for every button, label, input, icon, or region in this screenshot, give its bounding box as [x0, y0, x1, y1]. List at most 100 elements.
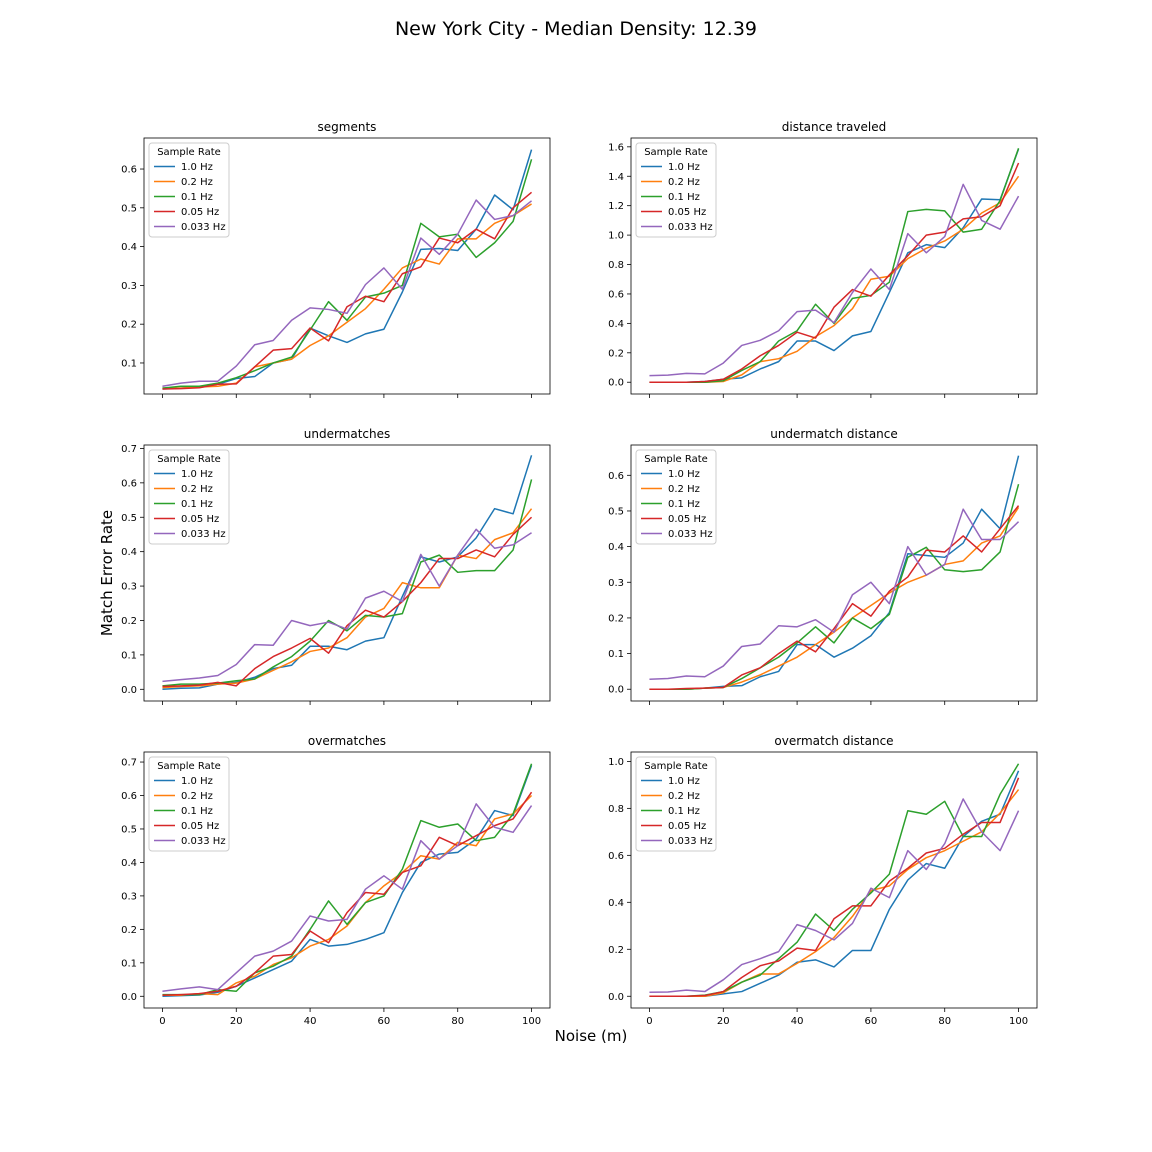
y-tick-label: 1.4 — [608, 172, 624, 183]
series-line — [162, 516, 533, 688]
x-tick-label: 20 — [230, 1016, 243, 1027]
subplot-5: overmatches 0 20 40 60 80 100 0.0 0.1 0.2 0.3 0.4 0.… — [121, 734, 551, 1027]
subplot-title: distance traveled — [782, 120, 886, 134]
legend-entry: 0.033 Hz — [181, 836, 226, 847]
legend-entry: 0.05 Hz — [181, 207, 219, 218]
y-tick-label: 0.2 — [608, 945, 624, 956]
legend-title: Sample Rate — [157, 147, 221, 158]
legend-entry: 0.05 Hz — [668, 207, 706, 218]
legend-entry: 0.2 Hz — [668, 791, 700, 802]
x-tick-label: 80 — [938, 1016, 951, 1027]
y-tick-label: 0.2 — [608, 613, 624, 624]
y-tick-label: 0.5 — [121, 513, 137, 524]
legend-entry: 0.033 Hz — [181, 529, 226, 540]
legend-entry: 0.2 Hz — [181, 791, 213, 802]
y-tick-label: 1.0 — [608, 231, 624, 242]
y-tick-label: 0.4 — [121, 242, 137, 253]
series-line — [649, 183, 1020, 377]
legend-entry: 0.1 Hz — [668, 192, 700, 203]
legend: Sample Rate 1.0 Hz 0.2 Hz 0.1 Hz 0.05 Hz 0.03… — [635, 756, 717, 852]
y-tick-label: 0.1 — [121, 958, 137, 969]
series-line — [162, 791, 533, 997]
series-line — [649, 789, 1020, 998]
legend-title: Sample Rate — [644, 454, 708, 465]
x-tick-label: 100 — [1009, 1016, 1028, 1027]
x-tick-label: 60 — [865, 1016, 878, 1027]
series-line — [649, 162, 1020, 383]
axes-frame — [630, 137, 1038, 395]
subplot-3: undermatches 0.0 0.1 0.2 0.3 0.4 0.5 0.6 0.7 Samp… — [121, 427, 551, 705]
y-tick-label: 0.6 — [608, 851, 624, 862]
legend-entry: 1.0 Hz — [181, 469, 213, 480]
legend-entry: 1.0 Hz — [668, 162, 700, 173]
legend-entry: 0.033 Hz — [181, 222, 226, 233]
figure-x-axis-label: Noise (m) — [554, 1027, 628, 1045]
y-tick-label: 0.1 — [121, 650, 137, 661]
x-tick-label: 40 — [791, 1016, 804, 1027]
legend: Sample Rate 1.0 Hz 0.2 Hz 0.1 Hz 0.05 Hz 0.03… — [148, 449, 230, 545]
y-tick-label: 0.4 — [121, 858, 137, 869]
subplot-title: undermatches — [304, 427, 391, 441]
x-tick-label: 0 — [159, 1016, 165, 1027]
legend-entry: 0.2 Hz — [668, 177, 700, 188]
legend-entry: 0.05 Hz — [181, 514, 219, 525]
legend-entry: 0.2 Hz — [181, 484, 213, 495]
y-tick-label: 0.3 — [121, 582, 137, 593]
legend-entry: 0.033 Hz — [668, 529, 713, 540]
subplot-title: undermatch distance — [770, 427, 898, 441]
subplot-title: segments — [318, 120, 377, 134]
legend-entry: 0.1 Hz — [181, 499, 213, 510]
y-tick-label: 0.6 — [608, 289, 624, 300]
series-line — [162, 203, 532, 389]
legend-entry: 0.2 Hz — [668, 484, 700, 495]
subplot-title: overmatches — [308, 734, 386, 748]
y-tick-label: 0.4 — [608, 319, 624, 330]
y-tick-label: 0.6 — [608, 471, 624, 482]
series-lines — [649, 148, 1020, 383]
y-tick-label: 0.4 — [608, 542, 624, 553]
legend-entry: 1.0 Hz — [668, 469, 700, 480]
y-tick-label: 0.0 — [608, 992, 624, 1003]
y-tick-label: 0.5 — [121, 203, 137, 214]
legend-entry: 1.0 Hz — [181, 776, 213, 787]
subplot-title: overmatch distance — [774, 734, 893, 748]
axes-frame — [630, 751, 1038, 1009]
y-tick-label: 0.3 — [121, 281, 137, 292]
series-lines — [162, 149, 533, 390]
x-tick-label: 20 — [717, 1016, 730, 1027]
legend-entry: 0.1 Hz — [181, 806, 213, 817]
y-tick-label: 0.0 — [121, 992, 137, 1003]
subplot-2: distance traveled 0.0 0.2 0.4 0.6 0.8 1.0 1.2 1.… — [608, 120, 1038, 398]
y-tick-label: 0.0 — [121, 685, 137, 696]
y-tick-label: 0.5 — [608, 506, 624, 517]
subplot-4: undermatch distance 0.0 0.1 0.2 0.3 0.4 0.5 0.6… — [608, 427, 1038, 705]
legend-title: Sample Rate — [157, 761, 221, 772]
y-tick-label: 0.2 — [121, 320, 137, 331]
x-tick-label: 40 — [304, 1016, 317, 1027]
series-lines — [649, 455, 1020, 690]
x-tick-label: 100 — [522, 1016, 541, 1027]
y-tick-label: 0.2 — [608, 348, 624, 359]
y-tick-label: 0.4 — [121, 547, 137, 558]
y-tick-label: 0.1 — [121, 358, 137, 369]
series-line — [649, 505, 1020, 690]
series-line — [162, 479, 533, 687]
y-tick-label: 0.8 — [608, 260, 624, 271]
legend-entry: 0.033 Hz — [668, 222, 713, 233]
x-tick-label: 80 — [451, 1016, 464, 1027]
series-line — [162, 199, 533, 387]
series-line — [649, 798, 1020, 994]
axes-frame — [143, 137, 551, 395]
y-tick-label: 1.0 — [608, 757, 624, 768]
series-line — [162, 159, 533, 389]
legend-entry: 0.2 Hz — [181, 177, 213, 188]
legend-entry: 0.033 Hz — [668, 836, 713, 847]
legend-title: Sample Rate — [644, 761, 708, 772]
y-tick-label: 0.2 — [121, 616, 137, 627]
y-tick-label: 0.3 — [608, 578, 624, 589]
legend: Sample Rate 1.0 Hz 0.2 Hz 0.1 Hz 0.05 Hz 0.03… — [635, 449, 717, 545]
legend-entry: 0.1 Hz — [668, 806, 700, 817]
series-line — [162, 149, 533, 390]
series-line — [649, 508, 1020, 680]
legend: Sample Rate 1.0 Hz 0.2 Hz 0.1 Hz 0.05 Hz 0.03… — [148, 756, 230, 852]
